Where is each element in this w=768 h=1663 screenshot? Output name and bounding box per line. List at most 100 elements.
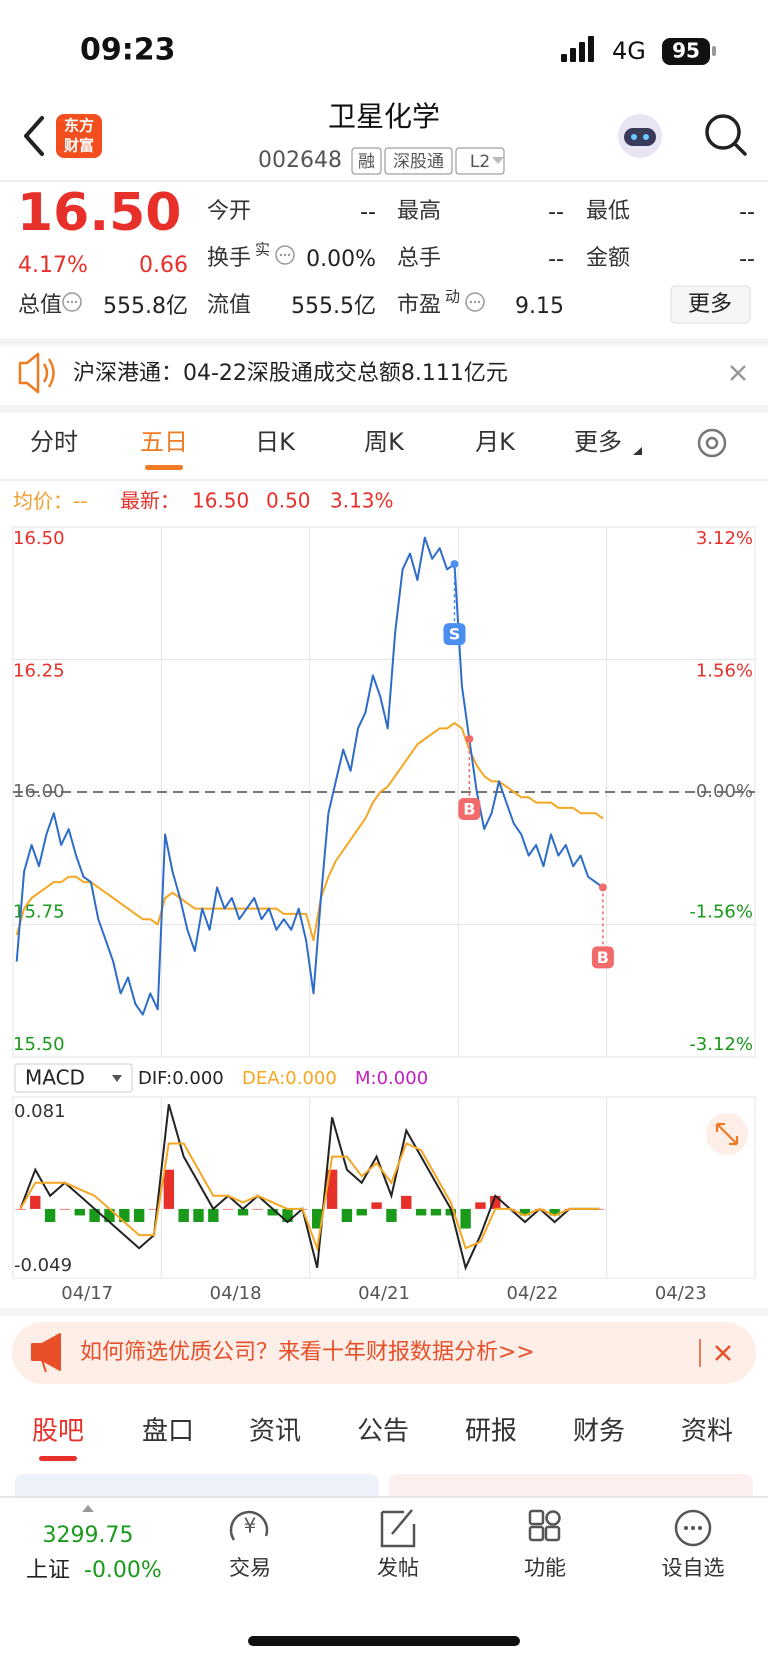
- tab[interactable]: 分时: [30, 428, 78, 456]
- field-value: 0.00%: [306, 247, 376, 272]
- macd-tick-label: -0.049: [14, 1255, 72, 1276]
- tab[interactable]: 周K: [364, 428, 405, 456]
- nav-icon[interactable]: [545, 1510, 561, 1526]
- avg-label: 均价：--: [13, 489, 87, 513]
- y-tick-label: 16.00: [13, 781, 65, 802]
- section-gap: [0, 338, 768, 346]
- signal-icon: [561, 36, 594, 62]
- indicator-name[interactable]: MACD: [25, 1066, 85, 1090]
- signal-badge[interactable]: [591, 946, 614, 969]
- macd-bar: [44, 1208, 56, 1222]
- back-button[interactable]: [24, 116, 44, 156]
- index-arrow[interactable]: [82, 1505, 94, 1512]
- indicator: DIF:0.000: [138, 1068, 224, 1089]
- index-value[interactable]: 3299.75: [43, 1523, 134, 1548]
- y2-tick-label: -3.12%: [689, 1034, 753, 1055]
- field-label: 最低: [586, 199, 630, 224]
- nav-icon[interactable]: [528, 1509, 545, 1526]
- nav-icon-glyph: ¥: [244, 1514, 257, 1538]
- macd-bar: [282, 1208, 293, 1222]
- info-icon[interactable]: [62, 292, 82, 312]
- y-tick-label: 16.25: [13, 661, 65, 682]
- sub-tab[interactable]: 财务: [573, 1417, 625, 1447]
- ad-banner[interactable]: [12, 1322, 756, 1384]
- nav-icon[interactable]: [544, 1525, 561, 1542]
- macd-bar: [401, 1195, 412, 1209]
- macd-bar: [490, 1195, 501, 1209]
- field-label: 流值: [207, 293, 251, 318]
- nav-label[interactable]: 交易: [229, 1556, 271, 1580]
- macd-bar: [208, 1208, 219, 1222]
- macd-bar: [59, 1208, 71, 1210]
- price-chart: 16.5016.2516.0015.7515.503.12%1.56%0.00%…: [12, 526, 756, 1058]
- indicators: DIF:0.000 DEA:0.000 M:0.000: [138, 1068, 428, 1089]
- change: 0.66: [139, 253, 188, 278]
- field-value: 555.8亿: [103, 294, 188, 319]
- notice-close[interactable]: [730, 365, 746, 381]
- price-line: [15, 722, 604, 942]
- date-label: 04/17: [61, 1283, 113, 1304]
- signal-badge[interactable]: [458, 798, 481, 820]
- indicator-value: 0.000: [172, 1068, 224, 1089]
- settings-button[interactable]: [697, 428, 727, 458]
- sub-tab[interactable]: 资料: [681, 1417, 733, 1447]
- macd-chart: 0.081 -0.049: [12, 1096, 756, 1279]
- tag: 融: [358, 152, 375, 172]
- sub-tab[interactable]: 股吧: [32, 1417, 84, 1447]
- search-button[interactable]: [705, 114, 741, 150]
- dropdown-arrow[interactable]: [492, 157, 504, 164]
- nav-icon[interactable]: [528, 1525, 545, 1542]
- tab[interactable]: 日K: [255, 428, 296, 456]
- sub-tab[interactable]: 研报: [465, 1417, 517, 1447]
- tab[interactable]: 更多: [574, 428, 622, 456]
- sub-tab[interactable]: 盘口: [142, 1417, 194, 1447]
- notice-text[interactable]: 沪深港通：04-22深股通成交总额8.111亿元: [73, 361, 508, 386]
- macd-bar: [549, 1208, 560, 1216]
- date-label: 04/22: [506, 1283, 558, 1304]
- dea-line: [19, 1142, 600, 1253]
- nav-icon[interactable]: [674, 1509, 712, 1547]
- more-button[interactable]: [670, 285, 751, 324]
- tab[interactable]: 月K: [475, 428, 516, 456]
- macd-bar: [415, 1208, 427, 1216]
- nav-icon[interactable]: [229, 1510, 269, 1541]
- nav-label[interactable]: 设自选: [662, 1556, 725, 1580]
- more-button-label[interactable]: 更多: [688, 292, 732, 317]
- info-dot: [70, 300, 74, 304]
- battery-nub: [712, 46, 716, 56]
- nav-label[interactable]: 发帖: [377, 1556, 419, 1580]
- signal-label[interactable]: B: [463, 800, 475, 819]
- macd-bar: [15, 1208, 26, 1210]
- avatar-eye: [643, 134, 649, 140]
- info-icon[interactable]: [275, 245, 295, 265]
- ad-close[interactable]: [715, 1345, 731, 1361]
- field-label: 市盈: [397, 293, 441, 318]
- index-name[interactable]: 上证: [26, 1558, 70, 1583]
- home-indicator: [248, 1636, 520, 1646]
- sub-tab[interactable]: 公告: [357, 1417, 409, 1447]
- ad-text[interactable]: 如何筛选优质公司？来看十年财报数据分析>>: [80, 1340, 535, 1365]
- field-value: 9.15: [515, 294, 564, 319]
- signal-label[interactable]: S: [449, 625, 461, 644]
- legend-change: 0.50: [266, 489, 311, 513]
- macd-bar: [312, 1208, 323, 1229]
- info-icon[interactable]: [465, 292, 485, 312]
- date-axis: 04/17 04/18 04/21 04/22 04/23: [61, 1283, 706, 1304]
- field-value: 555.5亿: [291, 294, 376, 319]
- date-label: 04/18: [210, 1283, 262, 1304]
- signal-badge[interactable]: [443, 623, 466, 646]
- indicator-value: 0.000: [285, 1068, 337, 1089]
- tab[interactable]: 五日: [140, 428, 188, 456]
- nav-label[interactable]: 功能: [524, 1556, 566, 1580]
- sub-tab[interactable]: 资讯: [249, 1417, 301, 1447]
- y-tick-label: 16.50: [13, 528, 65, 549]
- signal-point: [465, 735, 474, 743]
- macd-tick-label: 0.081: [14, 1101, 66, 1122]
- index-change[interactable]: -0.00%: [84, 1558, 162, 1583]
- y2-tick-label: -1.56%: [689, 902, 753, 923]
- macd-bar: [519, 1208, 531, 1216]
- signal-label[interactable]: B: [597, 948, 609, 967]
- nav-icon[interactable]: [380, 1509, 416, 1548]
- indicator-select[interactable]: [14, 1063, 133, 1093]
